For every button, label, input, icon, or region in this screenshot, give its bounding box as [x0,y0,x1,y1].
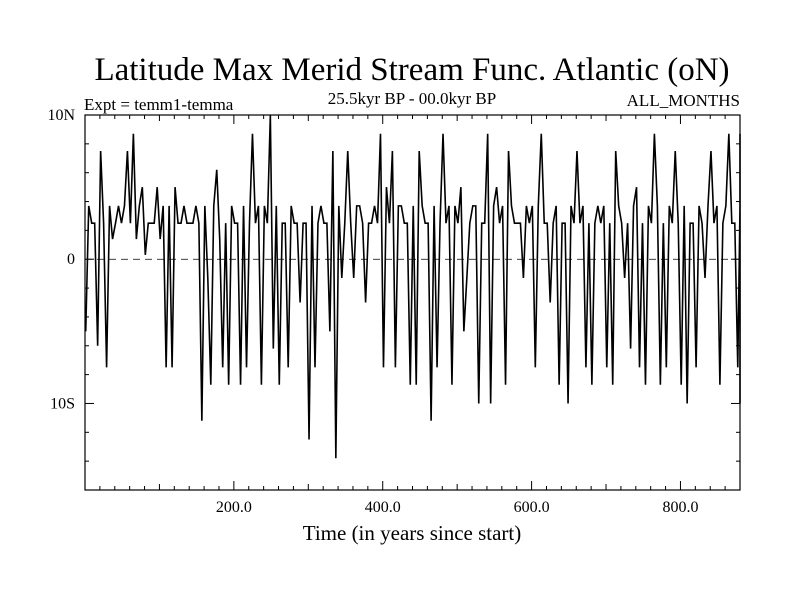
x-tick-label: 800.0 [662,499,698,516]
series-line [84,114,741,459]
axis-ticks: 200.0 400.0 600.0 800.0 10N 0 10S [47,107,740,516]
x-tick-label: 400.0 [365,499,401,516]
time-range-label: 25.5kyr BP - 00.0kyr BP [328,89,496,108]
plot-frame [84,114,741,491]
x-axis-title: Time (in years since start) [303,521,522,545]
chart-title: Latitude Max Merid Stream Func. Atlantic… [94,52,729,88]
x-tick-label: 200.0 [216,499,252,516]
experiment-label: Expt = temm1-temma [84,95,234,114]
y-tick-label: 10S [50,395,75,412]
x-tick-label: 600.0 [514,499,550,516]
months-label: ALL_MONTHS [627,91,740,110]
y-tick-label: 0 [67,251,75,268]
y-tick-label: 10N [47,107,75,124]
